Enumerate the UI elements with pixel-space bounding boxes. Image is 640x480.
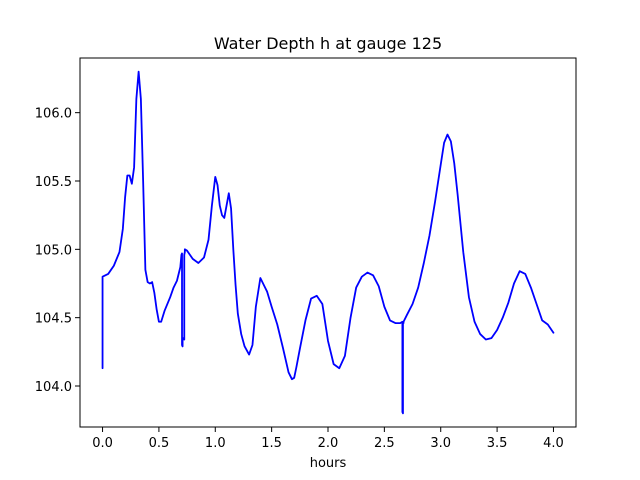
y-tick-label: 104.5 [35,312,72,327]
x-tick-label: 3.0 [430,436,451,451]
y-tick-label: 106.0 [35,107,72,122]
plot-area [101,70,555,415]
y-axis: 104.0 104.5 105.0 105.5 106.0 [35,107,80,395]
y-tick-label: 105.0 [35,243,72,258]
x-axis-label: hours [310,456,347,471]
x-tick-label: 0.0 [92,436,113,451]
x-tick-label: 0.5 [149,436,170,451]
x-tick-label: 4.0 [543,436,564,451]
x-tick-label: 2.0 [318,436,339,451]
x-tick-label: 1.5 [261,436,282,451]
x-tick-label: 2.5 [374,436,395,451]
x-tick-label: 1.0 [205,436,226,451]
x-axis: 0.0 0.5 1.0 1.5 2.0 2.5 3.0 3.5 4.0 [92,427,564,451]
y-tick-label: 104.0 [35,380,72,395]
x-tick-label: 3.5 [487,436,508,451]
plot-frame [79,57,577,428]
y-tick-label: 105.5 [35,175,72,190]
series-line-0 [101,70,555,415]
chart-title: Water Depth h at gauge 125 [214,34,442,53]
